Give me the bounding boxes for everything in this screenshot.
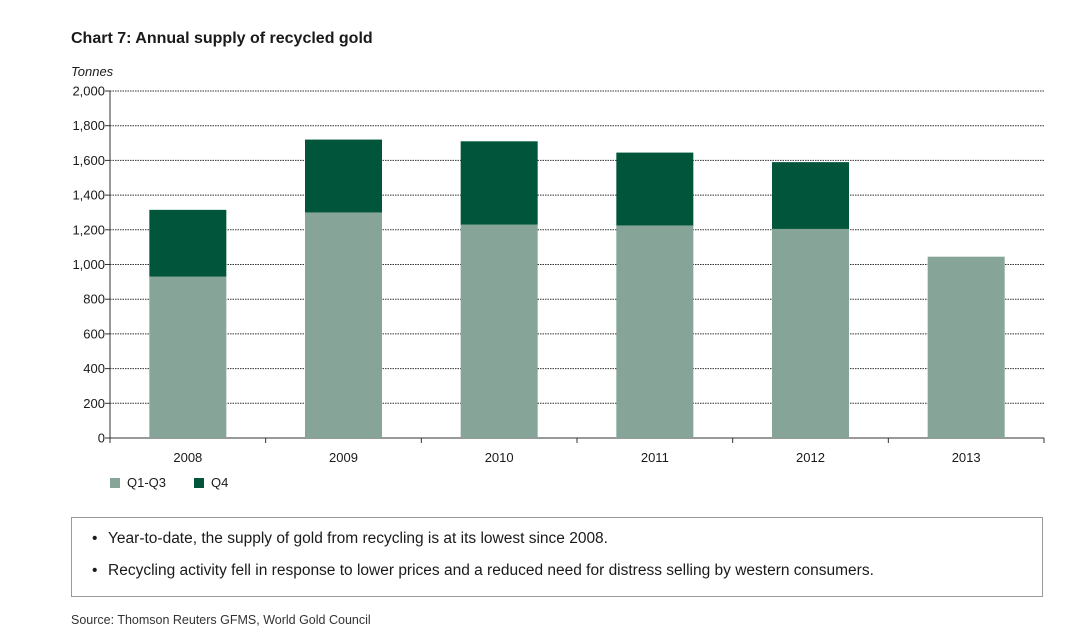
x-tick-label: 2011 [641, 450, 669, 465]
x-tick-label: 2010 [485, 450, 514, 465]
y-tick-label: 0 [98, 431, 105, 446]
legend-label-q4: Q4 [211, 475, 229, 490]
bar-q1-q3 [616, 225, 694, 438]
bullet-icon: • [92, 562, 98, 579]
bullet-icon: • [92, 530, 98, 547]
x-tick-label: 2012 [796, 450, 825, 465]
y-tick-label: 2,000 [72, 84, 105, 99]
bar-q1-q3 [305, 212, 382, 438]
key-points-box: • Year-to-date, the supply of gold from … [71, 517, 1043, 597]
key-point-text: Recycling activity fell in response to l… [108, 562, 874, 579]
bar-q4 [772, 162, 849, 229]
chart-title: Chart 7: Annual supply of recycled gold [71, 30, 373, 47]
x-tick-label: 2013 [952, 450, 981, 465]
x-tick-label: 2008 [173, 450, 202, 465]
legend-swatch-q4 [194, 477, 205, 488]
bar-q4 [305, 139, 382, 213]
y-tick-label: 400 [83, 361, 105, 376]
key-point: • Year-to-date, the supply of gold from … [92, 530, 1042, 547]
bar-q1-q3 [460, 224, 538, 438]
legend: Q1-Q3 Q4 [110, 475, 228, 490]
legend-label-q1-q3: Q1-Q3 [127, 475, 167, 490]
y-tick-label: 1,800 [72, 118, 105, 133]
bar-q4 [149, 209, 227, 277]
source-note: Source: Thomson Reuters GFMS, World Gold… [71, 613, 371, 627]
bar-q4 [616, 152, 694, 226]
y-axis-label: Tonnes [71, 64, 114, 79]
legend-item-q4: Q4 [194, 475, 228, 490]
bar-q4 [460, 141, 538, 225]
y-tick-label: 1,400 [72, 188, 105, 203]
y-tick-label: 1,600 [72, 153, 105, 168]
y-tick-label: 200 [83, 396, 105, 411]
x-tick-label: 2009 [329, 450, 358, 465]
bar-q1-q3 [772, 228, 849, 438]
y-tick-label: 600 [83, 326, 105, 341]
y-tick-label: 1,000 [72, 257, 105, 272]
key-point: • Recycling activity fell in response to… [92, 562, 1042, 579]
bar-chart: Tonnes 0 200 400 600 800 1,000 1,200 1,400 1,600 1… [71, 64, 1045, 465]
bar-q1-q3 [927, 256, 1005, 438]
bar-q1-q3 [149, 276, 227, 438]
y-tick-label: 1,200 [72, 222, 105, 237]
y-tick-label: 800 [83, 292, 105, 307]
legend-swatch-q1-q3 [110, 477, 120, 488]
legend-item-q1-q3: Q1-Q3 [110, 475, 166, 490]
key-point-text: Year-to-date, the supply of gold from re… [108, 530, 608, 547]
